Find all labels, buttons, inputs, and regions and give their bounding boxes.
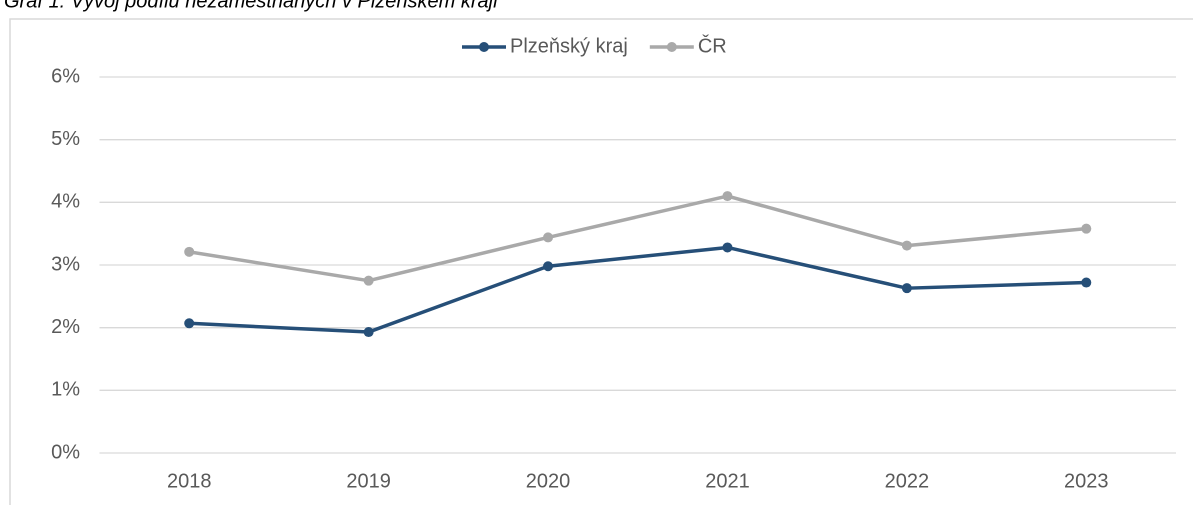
series-line [188, 194, 1087, 283]
y-tick-label: 6% [51, 65, 80, 87]
x-tick-label: 2023 [1064, 470, 1109, 492]
data-point [184, 318, 195, 329]
chart-title: Graf 1: Vývoj podílu nezaměstnaných v Pl… [4, 0, 498, 12]
y-tick-label: 0% [51, 441, 80, 463]
x-tick-label: 2020 [526, 470, 571, 492]
legend-marker [666, 42, 677, 52]
data-point [363, 275, 374, 286]
series-line [189, 245, 1087, 334]
data-point [543, 232, 554, 243]
legend-marker [479, 42, 489, 52]
data-point [184, 246, 195, 257]
y-tick-label: 5% [51, 128, 80, 150]
data-point [722, 191, 733, 202]
legend-label: ČR [698, 34, 727, 57]
chart-frame [9, 18, 1193, 505]
data-point [543, 261, 554, 272]
x-tick-label: 2022 [885, 470, 930, 492]
data-point [363, 327, 374, 338]
data-point [901, 283, 912, 294]
x-tick-label: 2021 [705, 470, 750, 492]
data-point [722, 242, 733, 253]
y-tick-label: 4% [51, 191, 80, 213]
y-tick-label: 3% [51, 253, 80, 275]
y-tick-label: 1% [51, 379, 80, 401]
y-tick-label: 2% [51, 316, 80, 338]
data-point [901, 240, 912, 251]
x-tick-label: 2018 [167, 470, 212, 492]
data-point [1081, 277, 1092, 288]
x-tick-label: 2019 [346, 470, 391, 492]
legend-label: Plzeňský kraj [510, 35, 628, 57]
data-point [1081, 223, 1092, 234]
